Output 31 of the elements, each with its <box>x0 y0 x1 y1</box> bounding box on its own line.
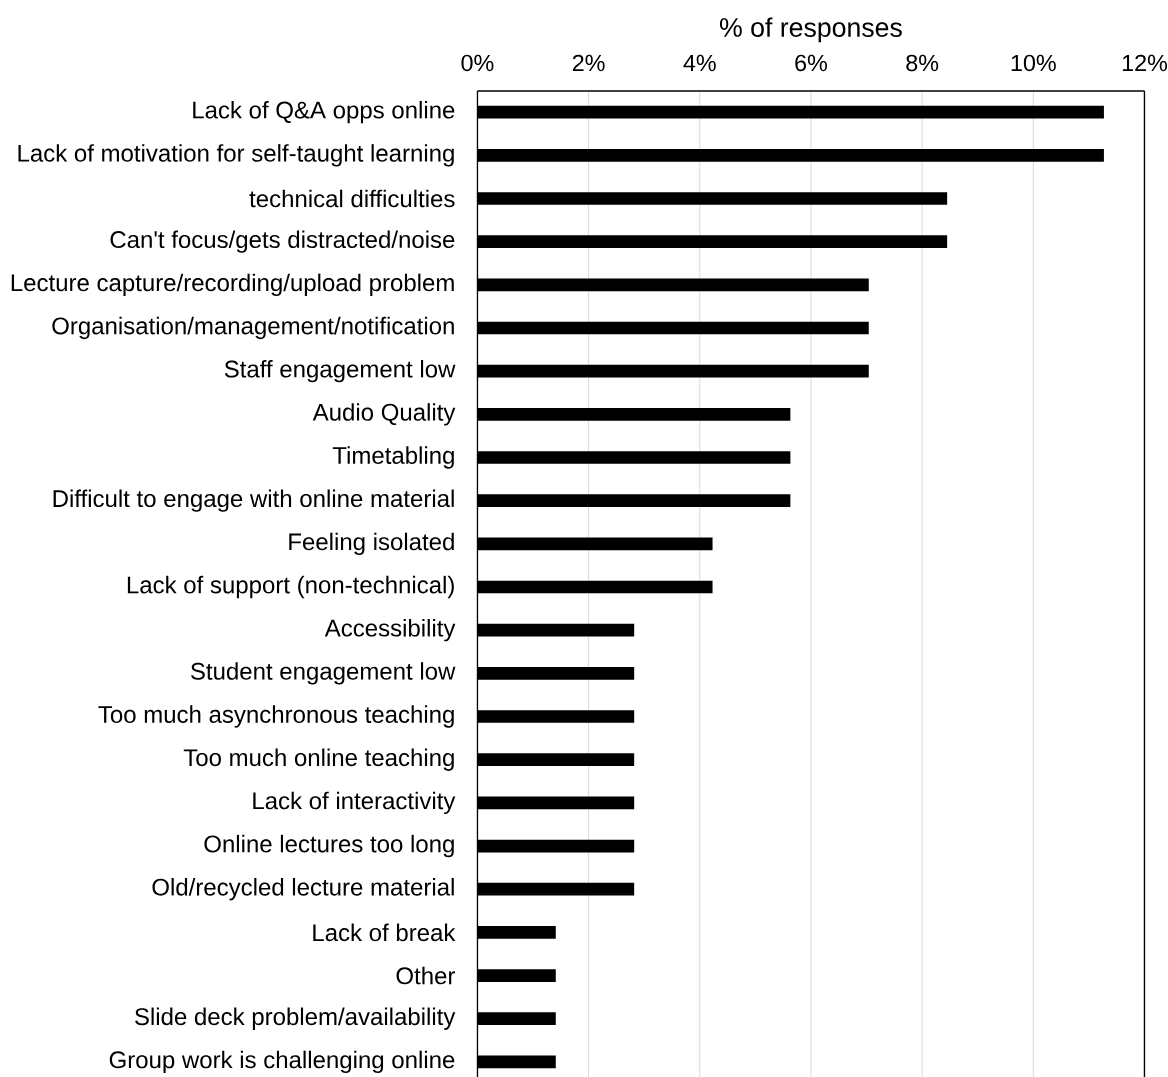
y-tick-label: Audio Quality <box>312 403 456 426</box>
y-tick-label: Too much online teaching <box>183 748 454 771</box>
y-tick-label: Lack of Q&A opps online <box>193 100 455 124</box>
x-tick-label: 4% <box>683 54 716 72</box>
x-tick-label: 2% <box>572 54 605 72</box>
y-tick-label: Feeling isolated <box>289 532 454 556</box>
y-tick-label: technical difficulties <box>249 189 455 208</box>
x-tick-label: 10% <box>1011 54 1056 72</box>
y-tick-label: Difficult to engage with online material <box>53 489 454 512</box>
y-tick-label: Too much asynchronous teaching <box>98 705 454 728</box>
y-tick-label: Online lectures too long <box>204 834 454 858</box>
x-tick-label: 8% <box>906 54 939 72</box>
y-tick-label: Organisation/management/notification <box>52 316 454 340</box>
y-tick-label: Lack of motivation for self-taught learning <box>18 144 454 167</box>
y-tick-label: Accessibility <box>324 619 456 642</box>
x-tick-label: 6% <box>795 54 827 72</box>
y-tick-label: Lecture capture/recording/upload problem <box>11 273 454 297</box>
y-tick-label: Can't focus/gets distracted/noise <box>110 230 455 253</box>
y-tick-label: Staff engagement low <box>224 359 456 383</box>
y-tick-label: Lack of support (non-technical) <box>127 575 454 599</box>
y-tick-label: Timetabling <box>332 446 454 469</box>
y-tick-label: Student engagement low <box>191 662 456 685</box>
y-tick-label: Slide deck problem/availability <box>135 1007 456 1030</box>
y-tick-label: Old/recycled lecture material <box>152 878 454 901</box>
x-tick-label: 0% <box>461 54 494 72</box>
y-tick-label: Lack of break <box>313 923 456 942</box>
y-tick-label: Other <box>396 966 456 985</box>
x-axis-title: % of responses <box>719 17 902 43</box>
x-tick-label: 12% <box>1122 54 1168 72</box>
y-tick-label: Lack of interactivity <box>253 791 456 815</box>
y-tick-label: Group work is challenging online <box>109 1050 455 1074</box>
